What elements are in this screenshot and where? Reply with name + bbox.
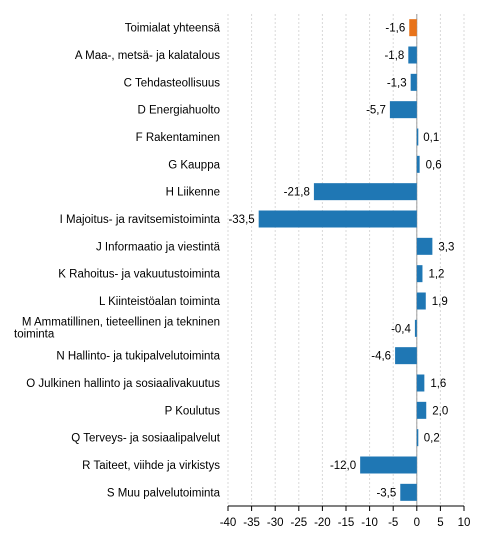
- x-axis: -40 -35 -30 -25 -20 -15 -10 -5 0 5 10: [220, 505, 471, 529]
- bar: [416, 429, 419, 447]
- bar: [416, 292, 426, 310]
- bar: [416, 155, 420, 173]
- x-tick-label: 5: [437, 517, 443, 529]
- value-label: 3,3: [438, 241, 454, 253]
- category-label: J Informaatio ja viestintä: [96, 241, 221, 253]
- value-label: -1,3: [387, 77, 407, 89]
- value-label: -0,4: [391, 323, 411, 335]
- category-label: G Kauppa: [168, 159, 220, 171]
- category-label: F Rakentaminen: [136, 132, 220, 144]
- bar: [395, 347, 417, 365]
- x-tick-label: -5: [388, 517, 398, 529]
- value-label: 0,1: [423, 132, 439, 144]
- category-label: I Majoitus- ja ravitsemistoiminta: [60, 214, 221, 226]
- value-label: -21,8: [284, 187, 310, 199]
- category-label: A Maa-, metsä- ja kalatalous: [75, 50, 220, 62]
- value-label: -33,5: [228, 214, 254, 226]
- grid: [227, 14, 465, 506]
- value-label: 1,9: [432, 296, 448, 308]
- bar: [313, 183, 417, 201]
- value-label: 1,6: [430, 378, 446, 390]
- bar: [258, 210, 417, 228]
- x-tick-label: -15: [338, 517, 355, 529]
- value-label: -4,6: [371, 351, 391, 363]
- value-labels: -1,6 -1,8 -1,3 -5,7 0,1 0,6 -21,8 -33,5 3,3 1,2 1,…: [228, 23, 454, 500]
- category-label: L Kiinteistöalan toiminta: [99, 296, 221, 308]
- x-tick-label: -40: [220, 517, 237, 529]
- category-label: C Tehdasteollisuus: [124, 77, 221, 89]
- bar: [410, 73, 417, 91]
- bar: [409, 19, 417, 37]
- category-label: R Taiteet, viihde ja virkistys: [82, 460, 220, 472]
- category-label: D Energiahuolto: [138, 105, 220, 117]
- x-tick-label: -10: [361, 517, 378, 529]
- x-tick-label: -25: [290, 517, 307, 529]
- x-tick-label: -35: [243, 517, 260, 529]
- bar: [408, 46, 417, 64]
- value-label: -1,6: [385, 23, 405, 35]
- bar: [360, 456, 417, 474]
- category-label: P Koulutus: [165, 405, 221, 417]
- value-label: -3,5: [376, 487, 396, 499]
- category-label: K Rahoitus- ja vakuutustoiminta: [58, 269, 220, 281]
- category-labels: Toimialat yhteensä A Maa-, metsä- ja kala…: [14, 23, 221, 500]
- value-label: 0,6: [426, 159, 442, 171]
- value-label: 1,2: [428, 269, 444, 281]
- value-label: -1,8: [384, 50, 404, 62]
- x-tick-label: 0: [414, 517, 420, 529]
- value-label: -12,0: [330, 460, 356, 472]
- category-label: H Liikenne: [166, 187, 220, 199]
- category-label: N Hallinto- ja tukipalvelutoiminta: [56, 351, 220, 363]
- category-label: M Ammatillinen, tieteellinen ja tekninen: [22, 316, 220, 328]
- bar: [416, 374, 425, 392]
- value-label: 0,2: [424, 433, 440, 445]
- bar: [416, 401, 427, 419]
- category-label: Toimialat yhteensä: [125, 23, 221, 35]
- x-tick-label: -30: [267, 517, 284, 529]
- bar: [400, 483, 417, 501]
- x-tick-label: 10: [458, 517, 471, 529]
- category-label: toiminta: [14, 328, 55, 340]
- value-label: 2,0: [432, 405, 448, 417]
- bar: [416, 237, 433, 255]
- category-label: O Julkinen hallinto ja sosiaalivakuutus: [26, 378, 220, 390]
- bar: [389, 101, 417, 119]
- category-label: S Muu palvelutoiminta: [107, 487, 221, 499]
- bar: [416, 128, 419, 146]
- x-tick-label: -20: [314, 517, 331, 529]
- value-label: -5,7: [366, 105, 386, 117]
- bars: [258, 19, 433, 501]
- bar: [416, 265, 423, 283]
- bar: [414, 319, 417, 337]
- category-label: Q Terveys- ja sosiaalipalvelut: [71, 433, 221, 445]
